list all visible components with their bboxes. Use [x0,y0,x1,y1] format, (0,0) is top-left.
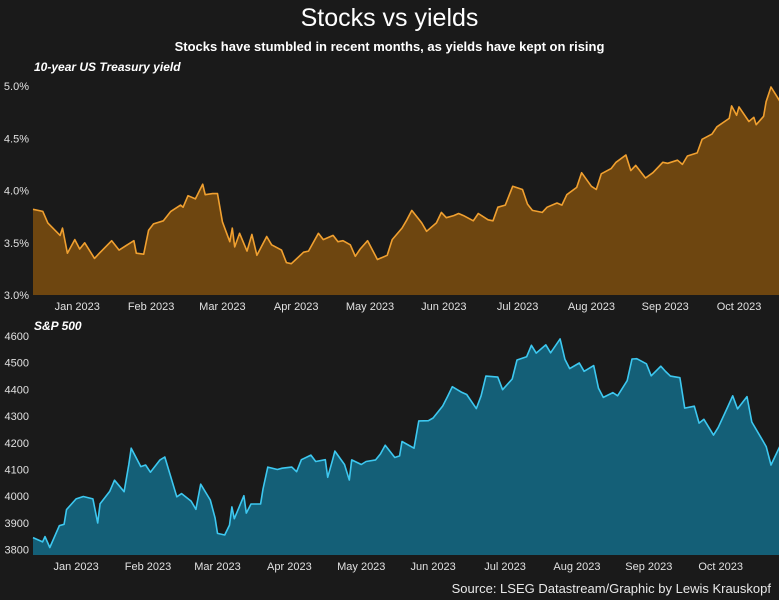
yield-xtick-label: Jul 2023 [497,301,539,313]
chart-subtitle: Stocks have stumbled in recent months, a… [174,39,605,54]
yield-xtick-label: Sep 2023 [642,301,689,313]
yield-xtick-label: Aug 2023 [568,301,615,313]
sp500-xtick-label: Mar 2023 [194,561,240,573]
yield-ytick-label: 4.0% [4,186,29,198]
yield-ytick-label: 5.0% [4,81,29,93]
sp500-panel-label: S&P 500 [34,319,82,333]
yield-xtick-label: Jun 2023 [421,301,466,313]
source-note: Source: LSEG Datastream/Graphic by Lewis… [451,581,771,596]
yield-panel-label: 10-year US Treasury yield [34,60,181,74]
yield-xtick-label: Jan 2023 [55,301,100,313]
yield-series-line [32,86,779,265]
sp500-ytick-label: 4100 [5,465,29,477]
yield-xtick-label: Feb 2023 [128,301,174,313]
sp500-xtick-label: Oct 2023 [698,561,743,573]
sp500-xtick-label: Sep 2023 [625,561,672,573]
sp500-area [33,338,779,555]
yield-area [33,87,779,295]
sp500-ytick-label: 4200 [5,438,29,450]
sp500-xtick-label: Aug 2023 [553,561,600,573]
sp500-ytick-label: 4600 [5,331,29,343]
sp500-xtick-label: May 2023 [337,561,385,573]
sp500-ytick-label: 4300 [5,411,29,423]
sp500-ytick-label: 3900 [5,518,29,530]
yield-ytick-label: 3.0% [4,290,29,302]
sp500-series-line [32,338,779,549]
sp500-xtick-label: Apr 2023 [267,561,312,573]
yield-xtick-label: May 2023 [346,301,394,313]
sp500-ytick-label: 4500 [5,358,29,370]
sp500-ytick-label: 4400 [5,384,29,396]
yield-xtick-label: Apr 2023 [274,301,319,313]
yield-ytick-label: 4.5% [4,133,29,145]
sp500-xtick-label: Jan 2023 [53,561,98,573]
sp500-xtick-label: Jul 2023 [484,561,526,573]
sp500-xtick-label: Jun 2023 [411,561,456,573]
yield-xtick-label: Mar 2023 [199,301,245,313]
chart-title: Stocks vs yields [300,4,479,32]
yield-xtick-label: Oct 2023 [717,301,762,313]
yield-ytick-label: 3.5% [4,238,29,250]
sp500-xtick-label: Feb 2023 [125,561,171,573]
sp500-ytick-label: 3800 [5,545,29,557]
sp500-ytick-label: 4000 [5,491,29,503]
